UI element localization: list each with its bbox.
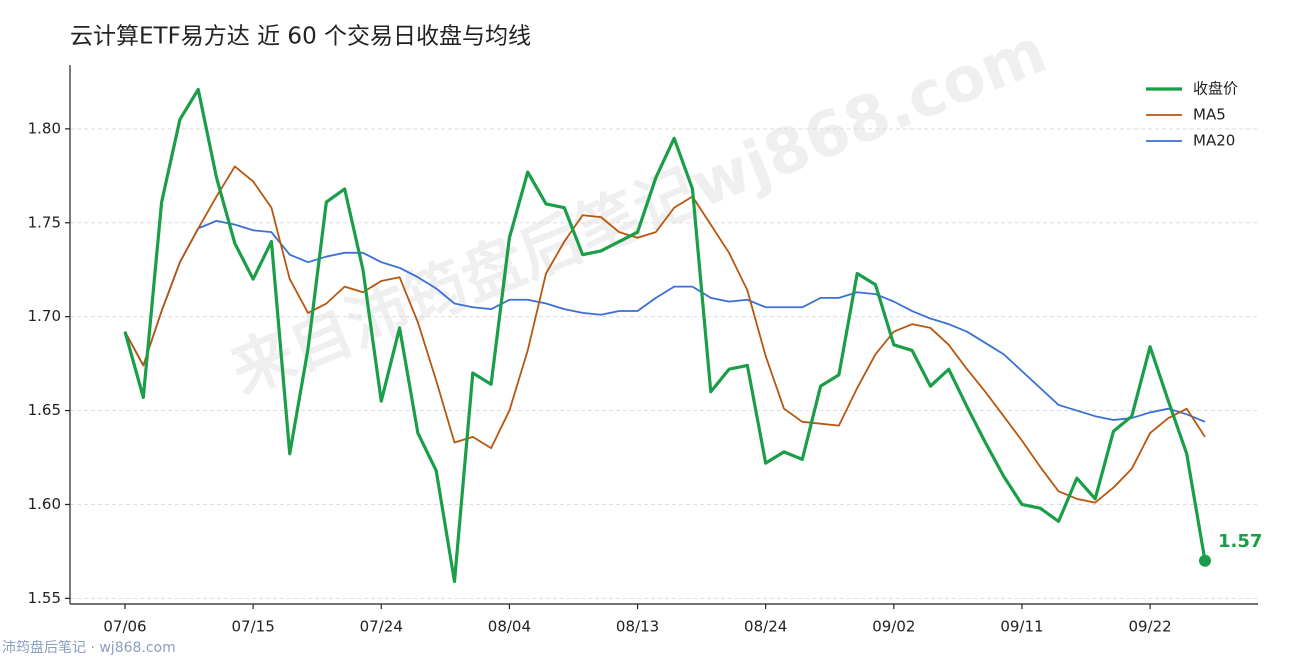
x-tick-label: 07/06 [103,618,146,636]
x-tick-label: 09/22 [1128,618,1171,636]
x-tick-label: 09/11 [1000,618,1043,636]
y-tick-label: 1.80 [28,119,61,137]
line-series [123,87,1207,584]
y-tick-label: 1.65 [28,401,61,419]
y-tick-label: 1.75 [28,213,61,231]
legend-label: 收盘价 [1193,80,1238,98]
x-tick-label: 08/04 [488,618,531,636]
watermark: 来自沛筠盘后笔记wj868.com [221,14,1056,408]
chart-title: 云计算ETF易方达 近 60 个交易日收盘与均线 [70,24,531,50]
last-label: 1.57 [1218,531,1262,552]
line-series [124,165,1206,504]
line-series [124,219,1206,423]
x-tick-label: 07/24 [360,618,403,636]
x-tick-label: 09/02 [872,618,915,636]
legend-label: MA5 [1193,106,1226,124]
x-tick-label: 08/13 [616,618,659,636]
x-tick-label: 07/15 [232,618,275,636]
x-tick-label: 08/24 [744,618,787,636]
y-tick-label: 1.70 [28,307,61,325]
footer: 沛筠盘后笔记 · wj868.com [2,639,176,656]
last-point [1199,554,1211,567]
y-tick-label: 1.55 [28,589,61,607]
y-tick-label: 1.60 [28,495,61,513]
legend-label: MA20 [1193,132,1235,150]
